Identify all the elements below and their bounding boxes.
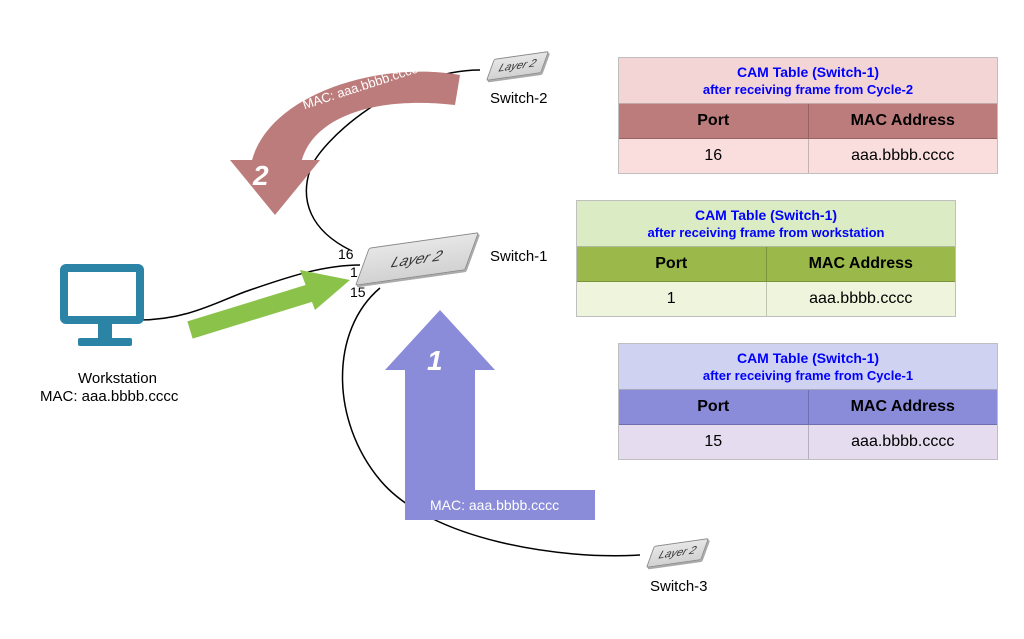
- cam-green-col2: MAC Address: [766, 247, 956, 281]
- arrow-number-2: 2: [253, 160, 269, 192]
- cam-table-red: CAM Table (Switch-1) after receiving fra…: [618, 57, 998, 174]
- purple-arrow: [385, 310, 595, 520]
- cam-table-purple: CAM Table (Switch-1) after receiving fra…: [618, 343, 998, 460]
- cam-green-subtitle: after receiving frame from workstation: [581, 225, 951, 240]
- cam-green-v2: aaa.bbbb.cccc: [766, 282, 956, 316]
- cam-green-col1: Port: [577, 247, 766, 281]
- cam-purple-v1: 15: [619, 425, 808, 459]
- cam-table-green: CAM Table (Switch-1) after receiving fra…: [576, 200, 956, 317]
- cam-red-v2: aaa.bbbb.cccc: [808, 139, 998, 173]
- cam-purple-col1: Port: [619, 390, 808, 424]
- green-arrow: [190, 270, 350, 330]
- switch-2-label: Switch-2: [490, 90, 548, 107]
- cam-purple-header-row: Port MAC Address: [619, 390, 997, 425]
- port-15: 15: [350, 284, 366, 300]
- cam-green-v1: 1: [577, 282, 766, 316]
- cam-red-data-row: 16 aaa.bbbb.cccc: [619, 139, 997, 173]
- cam-red-col2: MAC Address: [808, 104, 998, 138]
- cam-purple-subtitle: after receiving frame from Cycle-1: [623, 368, 993, 383]
- port-16: 16: [338, 246, 354, 262]
- switch-3-label: Switch-3: [650, 578, 708, 595]
- arrow-number-1: 1: [427, 345, 443, 377]
- port-1: 1: [350, 264, 358, 280]
- workstation-label: Workstation: [78, 370, 157, 387]
- workstation-mac: MAC: aaa.bbbb.cccc: [40, 388, 178, 405]
- cam-red-title: CAM Table (Switch-1) after receiving fra…: [619, 58, 997, 104]
- purple-arrow-mac: MAC: aaa.bbbb.cccc: [430, 497, 559, 513]
- cam-red-header-row: Port MAC Address: [619, 104, 997, 139]
- cam-green-data-row: 1 aaa.bbbb.cccc: [577, 282, 955, 316]
- switch-3-layer-text: Layer 2: [657, 544, 698, 561]
- cam-purple-data-row: 15 aaa.bbbb.cccc: [619, 425, 997, 459]
- cam-red-v1: 16: [619, 139, 808, 173]
- switch-2-layer-text: Layer 2: [497, 57, 538, 74]
- workstation-icon: [60, 264, 150, 346]
- cam-green-title: CAM Table (Switch-1) after receiving fra…: [577, 201, 955, 247]
- cam-purple-title: CAM Table (Switch-1) after receiving fra…: [619, 344, 997, 390]
- switch-1-layer-text: Layer 2: [389, 247, 445, 271]
- cam-red-col1: Port: [619, 104, 808, 138]
- cam-red-subtitle: after receiving frame from Cycle-2: [623, 82, 993, 97]
- cam-purple-col2: MAC Address: [808, 390, 998, 424]
- cam-red-title-text: CAM Table (Switch-1): [737, 64, 879, 80]
- cam-green-header-row: Port MAC Address: [577, 247, 955, 282]
- cam-green-title-text: CAM Table (Switch-1): [695, 207, 837, 223]
- cam-purple-title-text: CAM Table (Switch-1): [737, 350, 879, 366]
- cam-purple-v2: aaa.bbbb.cccc: [808, 425, 998, 459]
- switch-1-label: Switch-1: [490, 248, 548, 265]
